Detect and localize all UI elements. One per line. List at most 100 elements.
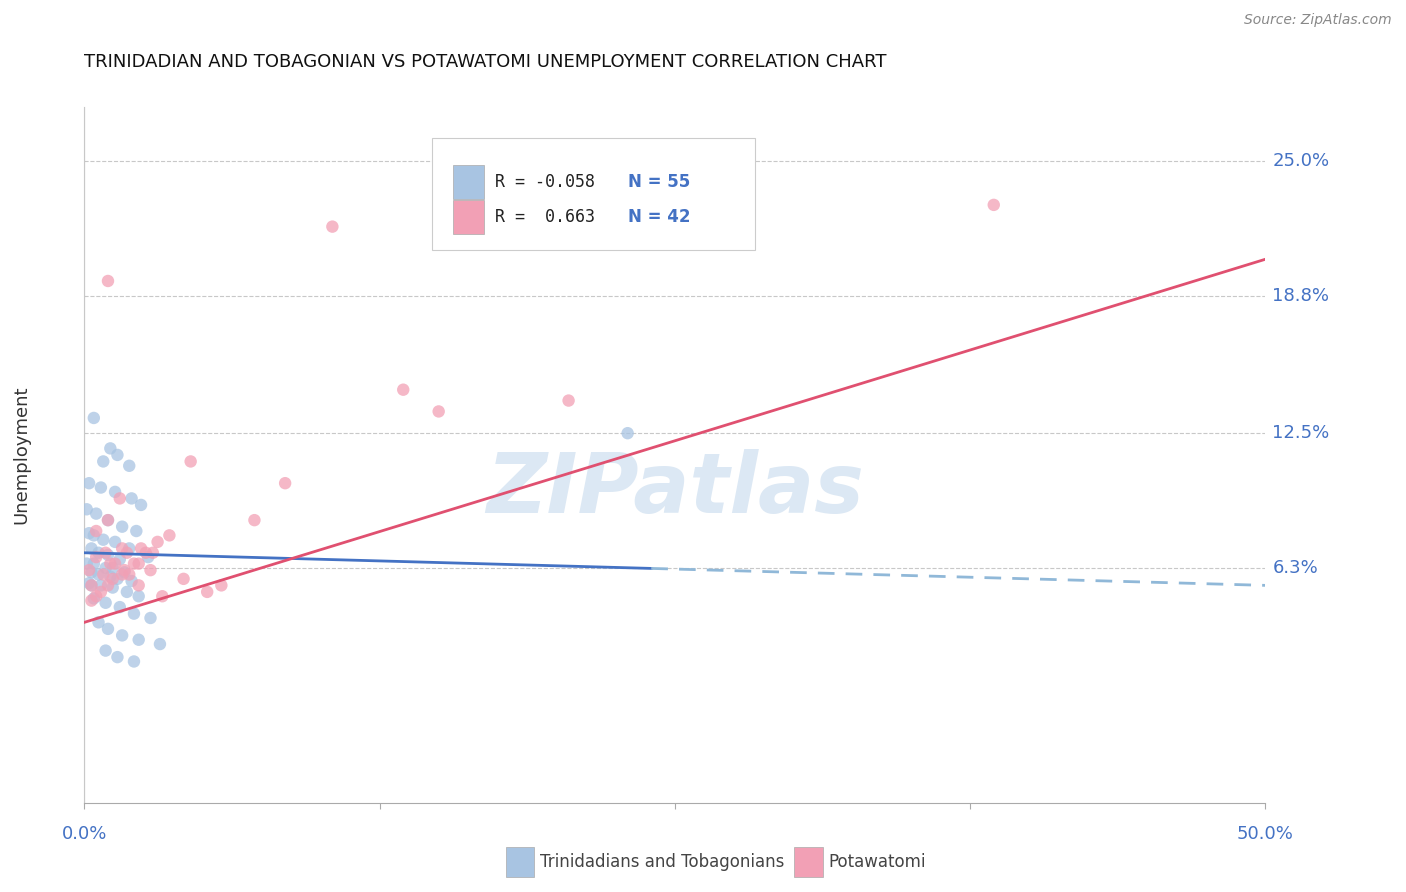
Point [94, 546, 117, 560]
Point [77, 563, 100, 577]
Text: 12.5%: 12.5% [1272, 425, 1330, 442]
Point [114, 566, 136, 580]
Point [111, 567, 134, 582]
Point [128, 632, 150, 647]
Text: ZIPatlas: ZIPatlas [486, 450, 863, 530]
Point [135, 546, 157, 560]
Point [118, 541, 141, 556]
Point [84, 550, 107, 565]
Point [101, 561, 124, 575]
Point [427, 404, 450, 418]
Point [111, 519, 134, 533]
Text: 0.0%: 0.0% [62, 825, 107, 843]
Point [128, 557, 150, 571]
Text: 6.3%: 6.3% [1272, 559, 1319, 577]
Point [90, 481, 112, 495]
Point [122, 557, 145, 571]
Point [97, 513, 120, 527]
Point [983, 198, 1005, 212]
Point [118, 458, 141, 473]
Point [90, 578, 112, 592]
Point [77, 576, 100, 591]
Point [129, 498, 152, 512]
Text: 50.0%: 50.0% [1237, 825, 1294, 843]
Text: Potawatomi: Potawatomi [828, 853, 925, 871]
Point [115, 546, 138, 560]
Point [83, 591, 105, 606]
Point [115, 585, 138, 599]
Text: Trinidadians and Tobagonians: Trinidadians and Tobagonians [540, 853, 785, 871]
Point [84, 524, 107, 538]
Point [149, 637, 172, 651]
Point [142, 546, 165, 560]
Point [104, 484, 127, 499]
Point [76, 557, 98, 571]
Point [87, 546, 110, 560]
Point [173, 572, 195, 586]
Point [557, 393, 579, 408]
Point [77, 476, 100, 491]
Point [84, 507, 107, 521]
Point [128, 578, 150, 592]
Point [321, 219, 343, 234]
Text: N = 55: N = 55 [628, 173, 690, 191]
Point [209, 578, 232, 592]
Point [76, 502, 98, 516]
Point [121, 574, 143, 588]
Point [80, 578, 103, 592]
Text: N = 42: N = 42 [628, 208, 690, 226]
Text: TRINIDADIAN AND TOBAGONIAN VS POTAWATOMI UNEMPLOYMENT CORRELATION CHART: TRINIDADIAN AND TOBAGONIAN VS POTAWATOMI… [84, 54, 887, 71]
Point [108, 491, 131, 506]
Point [98, 557, 121, 571]
Point [80, 578, 103, 592]
Point [118, 567, 141, 582]
Point [180, 454, 202, 468]
Point [104, 534, 127, 549]
Point [80, 566, 103, 580]
Point [83, 528, 105, 542]
Point [107, 448, 129, 462]
Point [77, 526, 100, 541]
Point [97, 548, 120, 562]
Point [94, 596, 117, 610]
Point [107, 650, 129, 665]
Point [108, 600, 131, 615]
Text: R =  0.663: R = 0.663 [495, 208, 595, 226]
Point [94, 561, 117, 575]
Point [87, 615, 110, 630]
Point [83, 411, 105, 425]
Point [80, 593, 103, 607]
Point [91, 454, 114, 468]
Point [83, 557, 105, 571]
Point [128, 589, 150, 603]
Point [91, 567, 114, 582]
Point [111, 541, 134, 556]
Point [90, 585, 112, 599]
Point [139, 563, 162, 577]
Point [98, 442, 121, 456]
Point [97, 274, 120, 288]
Point [243, 513, 266, 527]
Point [146, 534, 169, 549]
Point [107, 572, 129, 586]
Point [616, 426, 638, 441]
Point [101, 581, 124, 595]
Point [98, 570, 121, 584]
Point [91, 533, 114, 547]
Point [101, 572, 124, 586]
Text: Source: ZipAtlas.com: Source: ZipAtlas.com [1244, 13, 1392, 28]
Text: 25.0%: 25.0% [1272, 153, 1330, 170]
Point [80, 541, 103, 556]
Point [136, 550, 159, 565]
Point [97, 513, 120, 527]
Point [97, 578, 120, 592]
Point [129, 541, 152, 556]
Point [392, 383, 415, 397]
Text: R = -0.058: R = -0.058 [495, 173, 595, 191]
Point [97, 622, 120, 636]
Point [125, 524, 148, 538]
Point [94, 643, 117, 657]
Point [139, 611, 162, 625]
Text: 18.8%: 18.8% [1272, 287, 1330, 305]
Point [122, 607, 145, 621]
